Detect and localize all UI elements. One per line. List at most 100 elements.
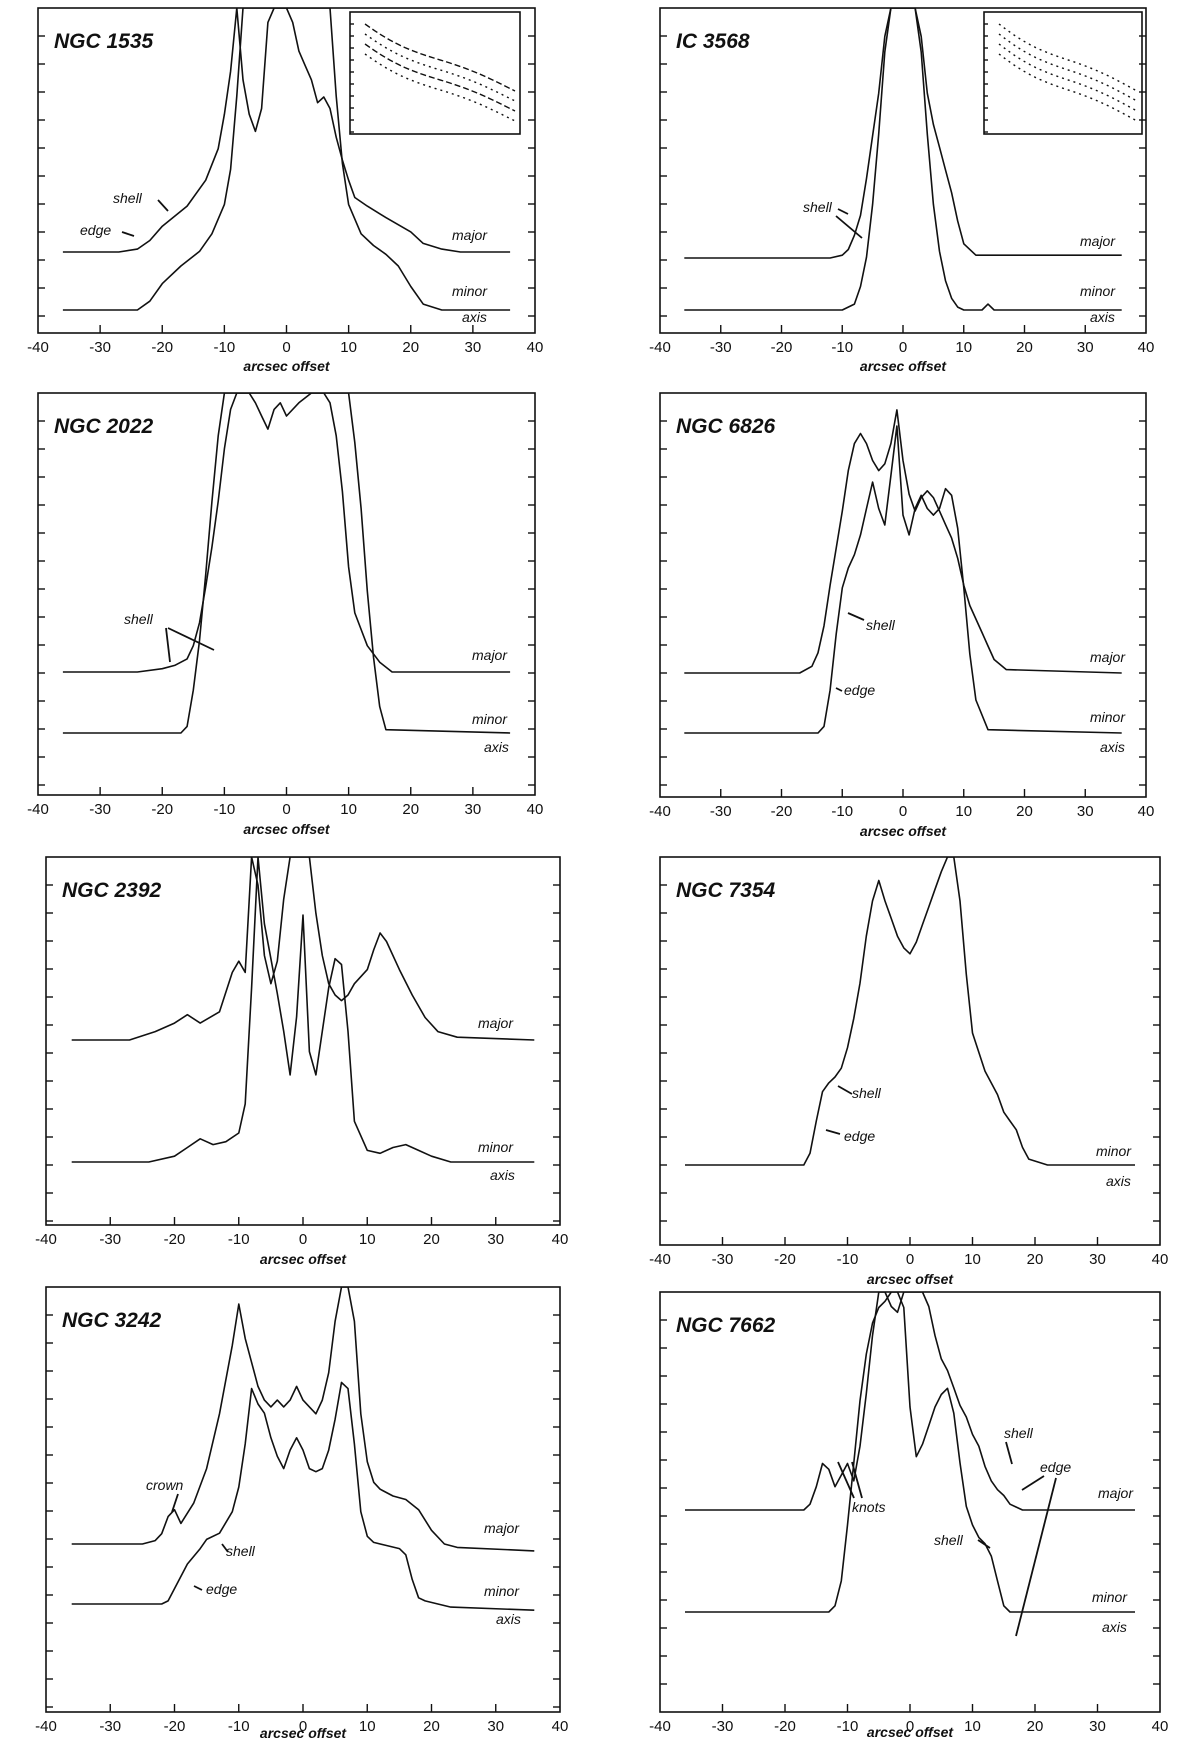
annotation-leader	[837, 1461, 855, 1499]
panel-3: -40 -30 -20 -10 0 10 20 30 40 arcsec offset NGC 20…	[27, 392, 544, 837]
annotation-leader	[221, 1543, 229, 1553]
panel-title: NGC 2392	[62, 879, 162, 902]
annotation-leader	[157, 199, 169, 212]
inset-profile	[364, 33, 516, 102]
x-tick-label: 30	[1077, 339, 1094, 356]
panel-4: -40 -30 -20 -10 0 10 20 30 40 arcsec offset NGC 68…	[649, 392, 1155, 839]
annotation-minor: minor	[452, 283, 488, 299]
x-axis-label: arcsec offset	[260, 1251, 347, 1267]
annotation-leader	[825, 1129, 841, 1135]
major-axis-profile	[685, 1292, 1135, 1511]
major-axis-profile	[684, 409, 1122, 674]
x-tick-label: 40	[527, 801, 544, 818]
annotation-minor: minor	[484, 1583, 520, 1599]
annotation-leader	[1005, 1441, 1013, 1465]
x-tick-label: 0	[906, 1251, 914, 1268]
x-tick-label: 10	[340, 801, 357, 818]
x-axis-label: arcsec offset	[243, 821, 330, 837]
annotation-shell: shell	[803, 199, 833, 215]
x-tick-label: -20	[151, 801, 173, 818]
x-tick-label: 40	[527, 339, 544, 356]
annotation-leader	[835, 215, 863, 239]
annotation-shell: shell	[1004, 1425, 1034, 1441]
x-tick-label: 30	[487, 1718, 504, 1735]
x-axis-label: arcsec offset	[867, 1271, 954, 1287]
annotation-major: major	[1080, 233, 1116, 249]
x-tick-label: 40	[552, 1231, 569, 1248]
annotation-axis: axis	[1090, 309, 1115, 325]
x-tick-label: -10	[837, 1251, 859, 1268]
annotation-major: major	[452, 227, 488, 243]
annotation-axis: axis	[1106, 1173, 1131, 1189]
x-tick-label: 30	[1077, 803, 1094, 820]
x-tick-label: -30	[712, 1718, 734, 1735]
x-axis-label: arcsec offset	[243, 358, 330, 374]
x-tick-label: 40	[1152, 1251, 1169, 1268]
annotation-leader	[835, 687, 843, 692]
x-tick-label: -20	[771, 339, 793, 356]
inset-profile	[998, 23, 1138, 92]
annotation-axis: axis	[490, 1167, 515, 1183]
x-tick-label: 20	[423, 1231, 440, 1248]
x-tick-label: -40	[649, 803, 671, 820]
x-tick-label: 20	[402, 339, 419, 356]
plot-frame	[659, 1291, 1161, 1713]
inset-profile	[364, 53, 516, 122]
annotation-minor: minor	[1080, 283, 1116, 299]
annotation-axis: axis	[484, 739, 509, 755]
minor-axis-profile	[684, 425, 1122, 734]
panel-7: -40 -30 -20 -10 0 10 20 30 40 arcsec offset NGC 32…	[35, 1286, 568, 1741]
annotation-leader	[193, 1585, 203, 1591]
x-axis-label: arcsec offset	[260, 1725, 347, 1741]
annotation-edge: edge	[844, 682, 875, 698]
x-tick-label: -20	[151, 339, 173, 356]
panel-6: -40 -30 -20 -10 0 10 20 30 40 arcsec offset NGC 73…	[649, 856, 1169, 1287]
x-tick-label: 20	[1027, 1718, 1044, 1735]
annotation-major: major	[1098, 1485, 1134, 1501]
x-tick-label: -30	[89, 339, 111, 356]
x-tick-label: 40	[1138, 803, 1155, 820]
annotation-major: major	[484, 1520, 520, 1536]
minor-axis-profile	[71, 857, 535, 1163]
x-tick-label: 0	[299, 1231, 307, 1248]
inset-frame	[983, 11, 1143, 135]
minor-axis-profile	[684, 8, 1122, 311]
plot-frame	[37, 392, 536, 796]
x-tick-label: 0	[299, 1718, 307, 1735]
major-axis-profile	[71, 1287, 535, 1552]
x-tick-label: -10	[214, 801, 236, 818]
panel-title: NGC 2022	[54, 415, 154, 438]
inset-frame	[349, 11, 521, 135]
annotation-leader	[165, 627, 171, 663]
x-tick-label: 40	[1138, 339, 1155, 356]
minor-axis-profile	[62, 8, 511, 311]
x-tick-label: -40	[35, 1231, 57, 1248]
minor-axis-profile	[71, 1381, 535, 1611]
annotation-minor: minor	[478, 1139, 514, 1155]
panel-title: NGC 7354	[676, 879, 776, 902]
x-tick-label: 10	[359, 1231, 376, 1248]
plot-frame	[659, 856, 1161, 1246]
x-tick-label: -10	[831, 339, 853, 356]
annotation-axis: axis	[496, 1611, 521, 1627]
x-tick-label: -40	[35, 1718, 57, 1735]
x-tick-label: -30	[89, 801, 111, 818]
major-axis-profile	[684, 8, 1122, 259]
x-tick-label: 10	[955, 803, 972, 820]
x-tick-label: 0	[282, 801, 290, 818]
x-tick-label: 30	[465, 339, 482, 356]
x-tick-label: 0	[906, 1718, 914, 1735]
major-axis-profile	[71, 857, 535, 1041]
annotation-shell: shell	[866, 617, 896, 633]
x-tick-label: 20	[1016, 803, 1033, 820]
x-tick-label: 20	[423, 1718, 440, 1735]
panel-title: NGC 1535	[54, 30, 154, 53]
x-tick-label: -30	[99, 1231, 121, 1248]
x-tick-label: 20	[1027, 1251, 1044, 1268]
plot-frame	[659, 7, 1147, 334]
panel-5: -40 -30 -20 -10 0 10 20 30 40 arcsec offset NGC 23…	[35, 856, 569, 1267]
annotation-leader	[1015, 1477, 1057, 1637]
plot-frame	[659, 392, 1147, 798]
annotation-major: major	[1090, 649, 1126, 665]
x-tick-label: 20	[402, 801, 419, 818]
